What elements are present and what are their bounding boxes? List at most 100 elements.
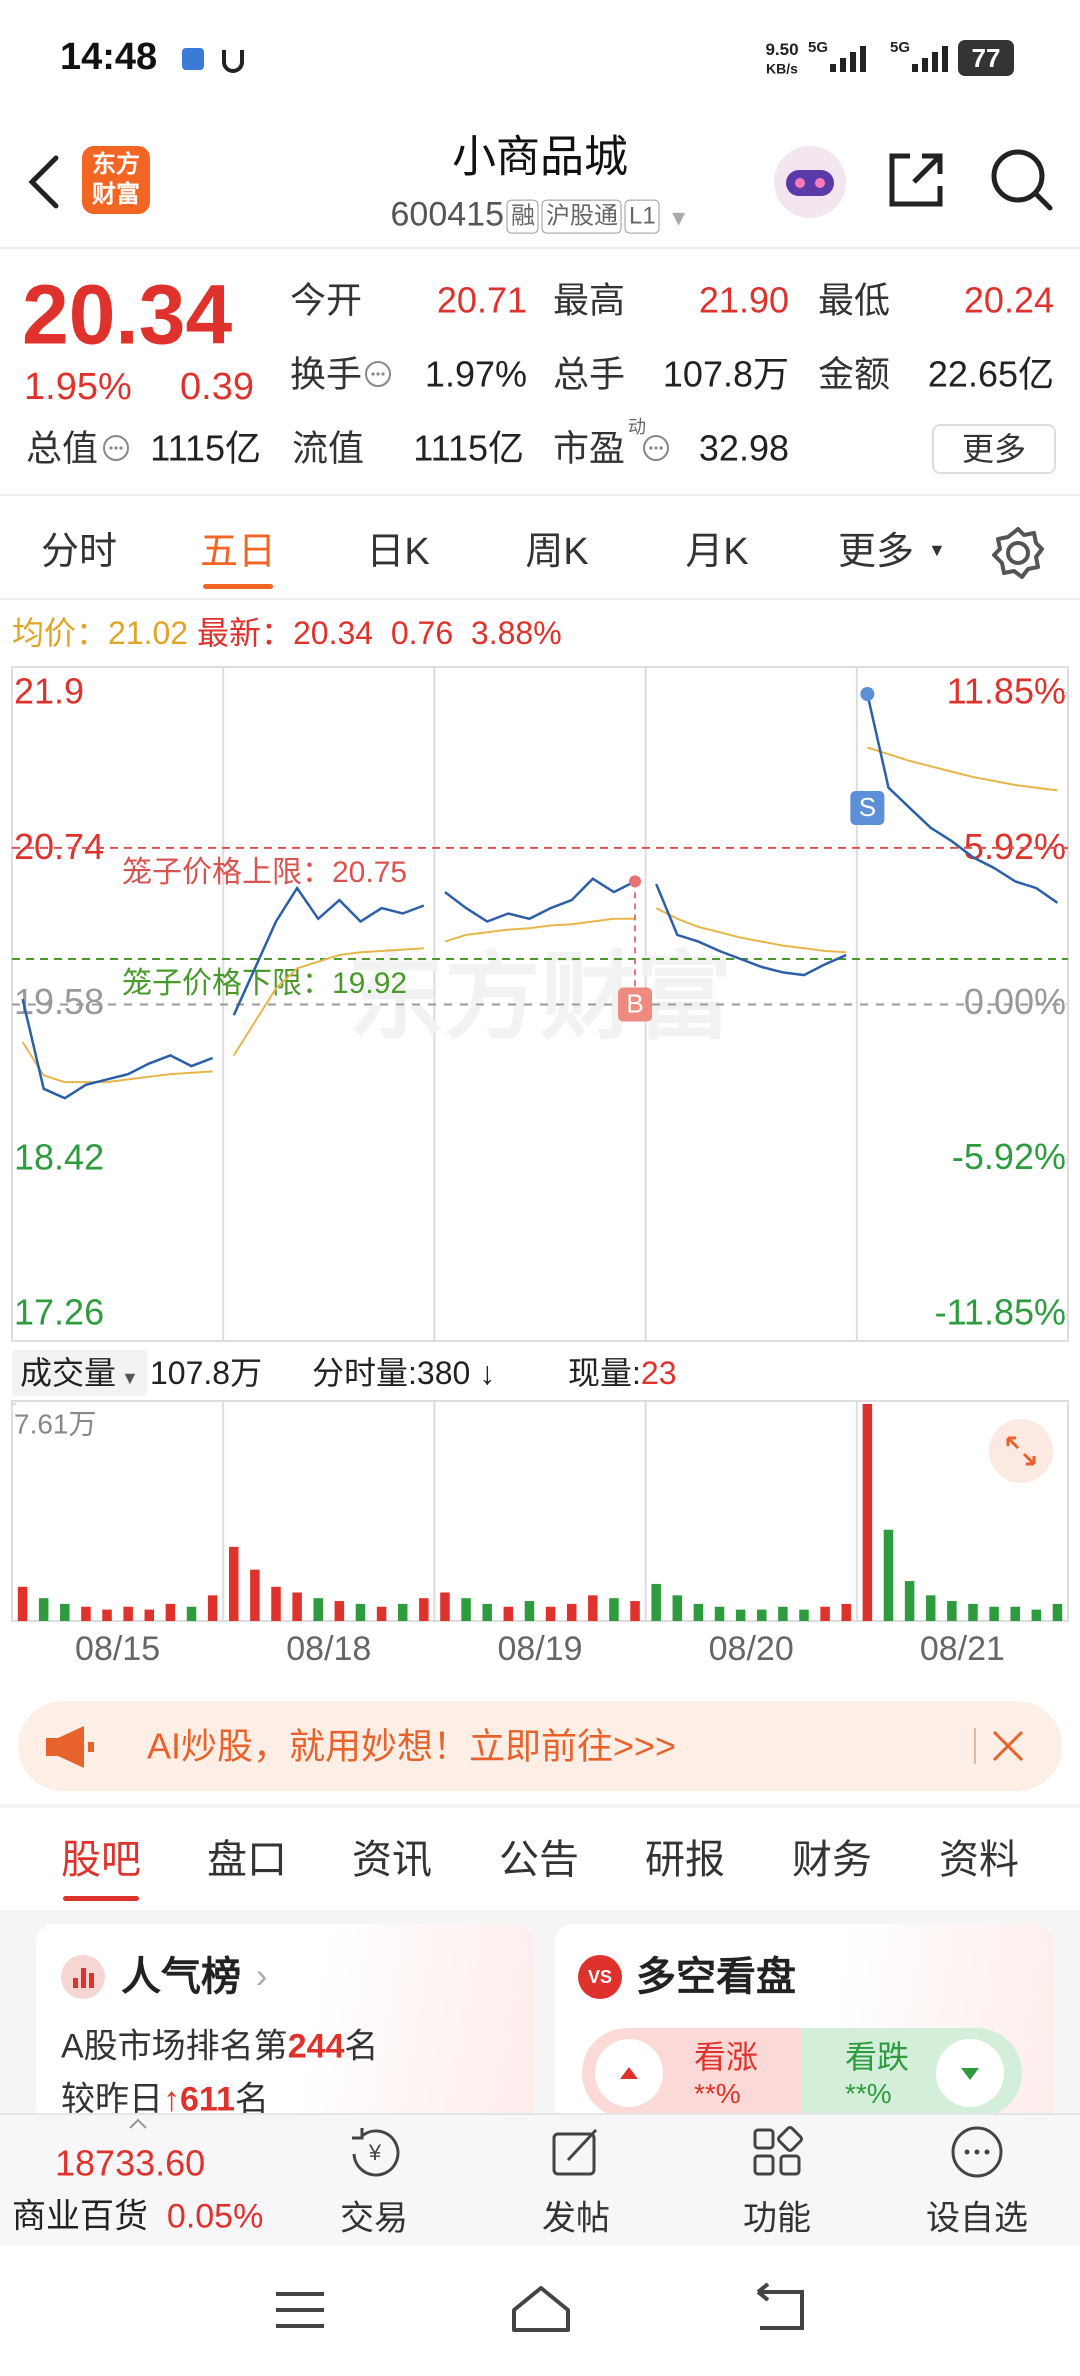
bull-percent: **%: [694, 2078, 741, 2110]
expand-button[interactable]: [988, 1418, 1054, 1484]
price-info: 均价：21.02 最新：20.34 0.76 3.88%: [12, 614, 562, 652]
logo-text: 东方: [92, 151, 140, 178]
field-value: 20.71: [436, 279, 527, 321]
back-button[interactable]: [22, 152, 66, 212]
chart-tab[interactable]: 五日: [199, 531, 277, 574]
avg-price-line: [867, 746, 1058, 792]
current-volume: 现量:23: [568, 1354, 677, 1392]
popularity-card[interactable]: [36, 1924, 533, 2124]
y-tick-label: 20.74: [14, 826, 104, 867]
volume-bar: [609, 1598, 619, 1621]
chart-tab[interactable]: 周K: [525, 531, 589, 574]
content-tab[interactable]: 资讯: [352, 1838, 432, 1882]
index-row[interactable]: 商业百货 0.05%: [12, 2197, 263, 2238]
back-nav-button[interactable]: [756, 2282, 804, 2330]
x-tick-label: 08/21: [920, 1630, 1005, 1668]
volume-bar: [989, 1606, 999, 1621]
chart: 东方财富 17.26 18.42 19.58 20.74 21.9 -11.85% -5.92…: [11, 666, 1069, 1668]
status-time: 14:48: [60, 36, 158, 79]
trade-icon[interactable]: ¥: [346, 2124, 402, 2180]
speed-value: 9.50: [765, 39, 799, 59]
function-icon[interactable]: [749, 2124, 805, 2180]
volume-selector[interactable]: 成交量 ▼: [12, 1350, 147, 1396]
volume-bar: [524, 1601, 535, 1621]
action-label[interactable]: 发帖: [542, 2199, 610, 2238]
rank-change-suffix: 名: [234, 2080, 269, 2119]
field-value: 1.97%: [424, 353, 527, 395]
settings-button[interactable]: [990, 525, 1046, 581]
volume-bar: [841, 1603, 851, 1621]
net-speed: 9.50: [765, 40, 798, 60]
stock-code-row: 600415 融沪股通 L1 ▼: [391, 195, 690, 236]
last-price: 20.34: [22, 267, 233, 362]
rank-change-number: 611: [180, 2080, 235, 2119]
share-button[interactable]: [884, 148, 948, 212]
volume-bar: [313, 1598, 323, 1621]
price-line: [444, 877, 636, 923]
rank-change-prefix: 较昨日: [61, 2080, 163, 2119]
buy-point: [629, 875, 642, 888]
info-icon[interactable]: [642, 434, 670, 462]
change-percent: 1.95%: [24, 366, 132, 409]
chart-tab[interactable]: 月K: [685, 531, 749, 574]
info-icon[interactable]: [102, 434, 130, 462]
content-tab[interactable]: 研报: [645, 1838, 725, 1882]
chart-tab[interactable]: 更多: [837, 531, 915, 574]
field-label: 换手: [290, 353, 363, 395]
buy-badge-text: B: [626, 988, 643, 1018]
chart-tab[interactable]: 日K: [366, 531, 430, 574]
volume-bar: [165, 1603, 176, 1621]
divider: [0, 598, 1080, 600]
rank-change: 较昨日↑611名: [61, 2080, 269, 2121]
index-value[interactable]: 18733.60: [55, 2142, 206, 2184]
assistant-avatar[interactable]: [770, 142, 850, 222]
x-tick-label: 08/20: [709, 1630, 794, 1668]
bear-label: 看跌: [845, 2038, 910, 2075]
watchlist-icon[interactable]: [949, 2124, 1005, 2180]
x-tick-label: 08/19: [497, 1630, 582, 1668]
field-label: 金额: [818, 353, 891, 395]
content-tab[interactable]: 盘口: [207, 1838, 287, 1882]
field-value: 107.8万: [662, 353, 789, 395]
volume-bar: [883, 1529, 894, 1621]
content-tab[interactable]: 公告: [499, 1838, 579, 1882]
content-tab[interactable]: 股吧: [61, 1838, 141, 1882]
info-icon[interactable]: [364, 360, 392, 388]
volume-bar: [1031, 1609, 1042, 1621]
action-label[interactable]: 交易: [340, 2199, 408, 2238]
current-value: 23: [640, 1354, 677, 1391]
rank-prefix: A股市场排名第: [61, 2027, 288, 2066]
bear-icon: [936, 2039, 1004, 2107]
banner-text[interactable]: AI炒股，就用妙想！立即前往>>>: [147, 1725, 677, 1767]
search-button[interactable]: [988, 146, 1056, 214]
limit-label: 笼子价格上限：20.75: [122, 856, 407, 889]
dropdown-arrow[interactable]: ▼: [667, 205, 690, 231]
content-tab[interactable]: 财务: [792, 1838, 872, 1882]
avg-price-line: [444, 917, 635, 943]
limit-label: 笼子价格下限：19.92: [122, 967, 407, 1000]
action-label[interactable]: 功能: [743, 2199, 811, 2238]
avg-price-line: [655, 907, 847, 954]
volume-bar: [630, 1601, 640, 1621]
field-label: 流值: [292, 427, 365, 469]
ranking-icon: [61, 1955, 105, 1999]
app-logo[interactable]: 东方 财富: [82, 146, 150, 214]
menu-button[interactable]: [276, 2292, 324, 2328]
field-value: 1115亿: [413, 427, 524, 469]
post-icon[interactable]: [548, 2124, 604, 2180]
bull-icon: [595, 2039, 663, 2107]
change: 0.76: [390, 614, 454, 651]
volume-bar: [925, 1595, 936, 1621]
close-button[interactable]: [990, 1728, 1026, 1764]
volume-bar: [672, 1595, 683, 1621]
expand-arrow[interactable]: [128, 2118, 148, 2130]
action-label[interactable]: 设自选: [926, 2199, 1028, 2238]
more-button[interactable]: 更多: [932, 424, 1056, 474]
promo-banner[interactable]: [18, 1701, 1062, 1791]
limit-value: 20.75: [332, 856, 407, 889]
home-button[interactable]: [512, 2286, 570, 2332]
content-tab[interactable]: 资料: [939, 1838, 1019, 1882]
volume-bar: [503, 1606, 514, 1621]
volume-bar: [862, 1404, 873, 1621]
chart-tab[interactable]: 分时: [40, 531, 118, 574]
